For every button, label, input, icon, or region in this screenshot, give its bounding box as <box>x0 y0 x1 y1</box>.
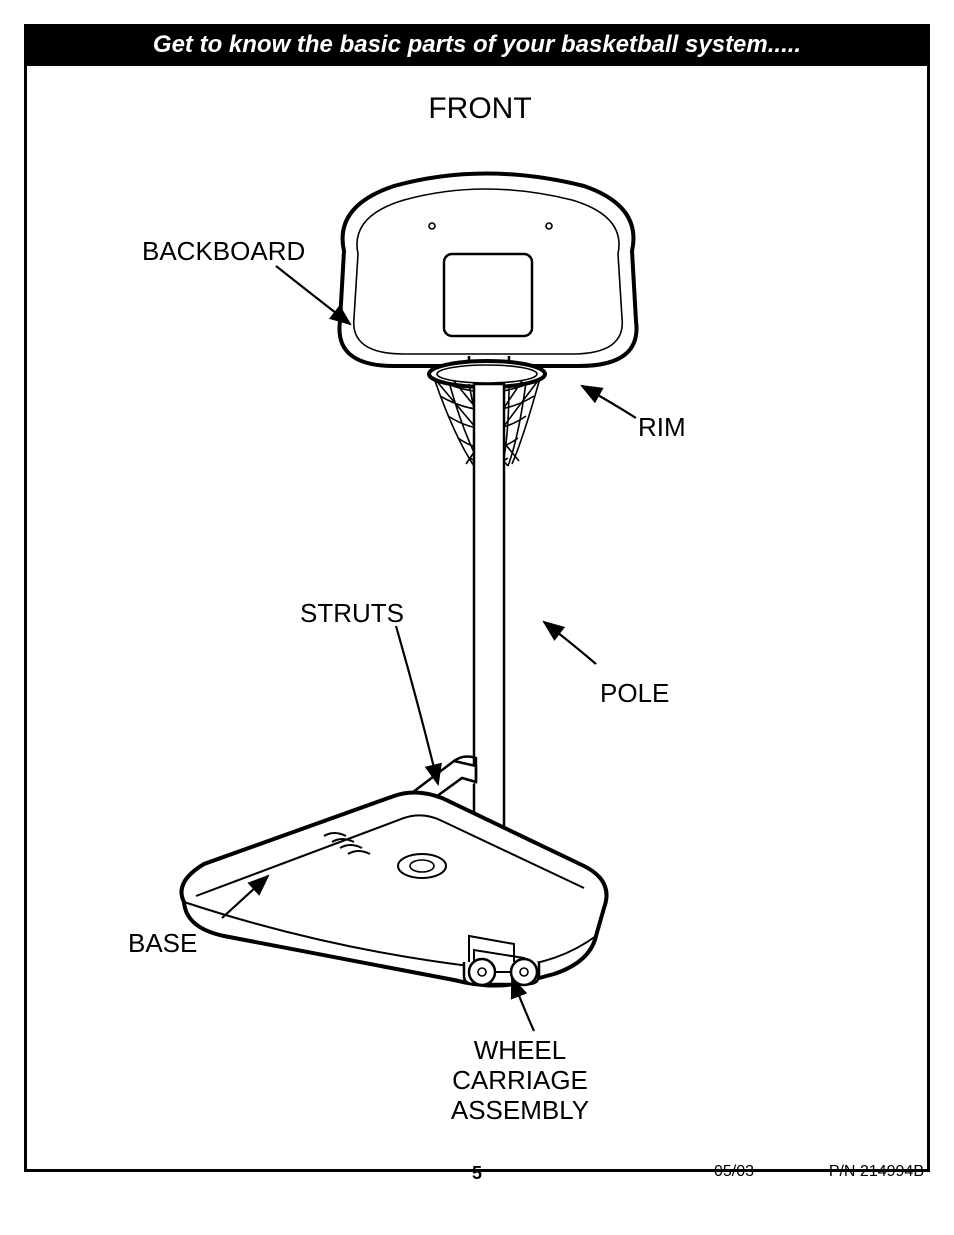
rim-label: RIM <box>638 412 686 443</box>
base-label: BASE <box>128 928 197 959</box>
wheel-carriage-label: WHEEL CARRIAGE ASSEMBLY <box>420 1036 620 1126</box>
title-text: Get to know the basic parts of your bask… <box>153 31 801 58</box>
footer-part-number: P/N 214994B <box>829 1163 924 1181</box>
footer: 5 05/03 P/N 214994B <box>0 1163 954 1187</box>
title-bar: Get to know the basic parts of your bask… <box>24 24 930 66</box>
footer-date: 05/03 <box>714 1163 754 1181</box>
struts-label: STRUTS <box>300 598 404 629</box>
backboard-shape <box>339 174 636 367</box>
base-shape <box>182 792 607 985</box>
wheel-line1: WHEEL <box>474 1035 566 1065</box>
page-number: 5 <box>0 1163 954 1184</box>
pole-label: POLE <box>600 678 669 709</box>
front-label: FRONT <box>380 92 580 126</box>
basketball-diagram <box>24 66 930 1172</box>
backboard-label: BACKBOARD <box>142 236 305 267</box>
wheel-line2: CARRIAGE <box>452 1065 588 1095</box>
wheel-line3: ASSEMBLY <box>451 1095 589 1125</box>
